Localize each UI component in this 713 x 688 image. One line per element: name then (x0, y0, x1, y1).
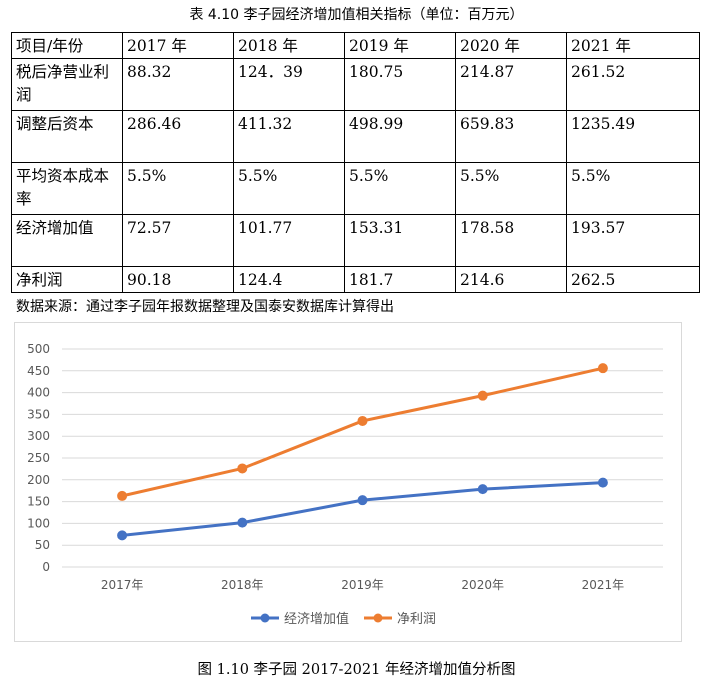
figure-caption: 图 1.10 李子园 2017-2021 年经济增加值分析图 (197, 662, 516, 678)
x-tick-label: 2020年 (461, 578, 504, 592)
data-point (117, 490, 128, 501)
table-cell: 124.4 (233, 266, 345, 293)
header-cell: 2020 年 (455, 32, 567, 59)
y-tick-label: 500 (27, 342, 50, 356)
legend-marker (373, 613, 383, 623)
legend-marker (260, 613, 270, 623)
legend-label: 经济增加值 (284, 611, 349, 627)
series-line-2 (121, 366, 604, 498)
data-point (237, 517, 248, 528)
table-cell: 193.57 (566, 214, 700, 267)
line-chart: 0 50 100 150 200 250 300 350 400 450 500 2017年 2018年… (27, 342, 663, 627)
header-cell: 2018 年 (233, 32, 345, 59)
table-cell: 5.5% (233, 162, 345, 215)
table-row: 调整后资本 286.46 411.32 498.99 659.83 1235.4… (11, 110, 700, 163)
table-cell: 5.5% (344, 162, 456, 215)
table-cell: 261.52 (566, 58, 700, 111)
table-cell: 181.7 (344, 266, 456, 293)
table-cell: 153.31 (344, 214, 456, 267)
y-tick-label: 400 (27, 386, 50, 400)
y-tick-label: 100 (27, 516, 50, 530)
row-label: 调整后资本 (11, 110, 123, 163)
table-row: 净利润 90.18 124.4 181.7 214.6 262.5 (11, 266, 700, 293)
header-cell: 项目/年份 (11, 32, 123, 59)
series-line-1 (121, 481, 603, 537)
table-cell: 101.77 (233, 214, 345, 267)
source-note: 数据来源：通过李子园年报数据整理及国泰安数据库计算得出 (16, 299, 394, 315)
data-point (477, 484, 488, 495)
table-row: 经济增加值 72.57 101.77 153.31 178.58 193.57 (11, 214, 700, 267)
y-tick-label: 200 (27, 473, 50, 487)
y-tick-label: 150 (27, 495, 50, 509)
data-point (357, 495, 368, 506)
row-label: 税后净营业利润 (11, 58, 123, 111)
y-tick-label: 0 (42, 560, 50, 574)
x-tick-label: 2017年 (101, 578, 144, 592)
table-cell: 90.18 (122, 266, 234, 293)
table-cell: 1235.49 (566, 110, 700, 163)
header-cell: 2017 年 (122, 32, 234, 59)
y-tick-label: 300 (27, 429, 50, 443)
row-label: 平均资本成本率 (11, 162, 123, 215)
data-point (597, 363, 608, 374)
y-tick-label: 50 (35, 538, 50, 552)
y-tick-label: 250 (27, 451, 50, 465)
table-cell: 124．39 (233, 58, 345, 111)
table-cell: 72.57 (122, 214, 234, 267)
table-cell: 5.5% (566, 162, 700, 215)
table-cell: 214.87 (455, 58, 567, 111)
data-point (237, 463, 248, 474)
y-tick-label: 350 (27, 407, 50, 421)
table-cell: 5.5% (122, 162, 234, 215)
header-cell: 2019 年 (344, 32, 456, 59)
table-row: 税后净营业利润 88.32 124．39 180.75 214.87 261.5… (11, 58, 700, 111)
x-tick-label: 2021年 (582, 578, 625, 592)
table-cell: 286.46 (122, 110, 234, 163)
table-caption: 表 4.10 李子园经济增加值相关指标（单位：百万元） (189, 7, 524, 23)
legend-label: 净利润 (397, 612, 436, 627)
data-point (357, 415, 368, 426)
table-cell: 262.5 (566, 266, 700, 293)
table-cell: 214.6 (455, 266, 567, 293)
x-tick-label: 2019年 (341, 578, 384, 592)
table-cell: 180.75 (344, 58, 456, 111)
chart-container: 0 50 100 150 200 250 300 350 400 450 500 2017年 2018年… (14, 322, 682, 642)
row-label: 经济增加值 (11, 214, 123, 267)
table-cell: 5.5% (455, 162, 567, 215)
table-cell: 178.58 (455, 214, 567, 267)
row-label: 净利润 (11, 266, 123, 293)
table-cell: 498.99 (344, 110, 456, 163)
header-cell: 2021 年 (566, 32, 700, 59)
table-row: 平均资本成本率 5.5% 5.5% 5.5% 5.5% 5.5% (11, 162, 700, 215)
table-cell: 659.83 (455, 110, 567, 163)
y-tick-label: 450 (27, 364, 50, 378)
data-point (597, 477, 608, 488)
table-header-row: 项目/年份 2017 年 2018 年 2019 年 2020 年 2021 年 (11, 32, 700, 59)
data-point (477, 390, 488, 401)
table-cell: 88.32 (122, 58, 234, 111)
data-point (117, 530, 128, 541)
x-tick-label: 2018年 (221, 578, 264, 592)
table-cell: 411.32 (233, 110, 345, 163)
indicator-table: 项目/年份 2017 年 2018 年 2019 年 2020 年 2021 年… (11, 32, 700, 293)
